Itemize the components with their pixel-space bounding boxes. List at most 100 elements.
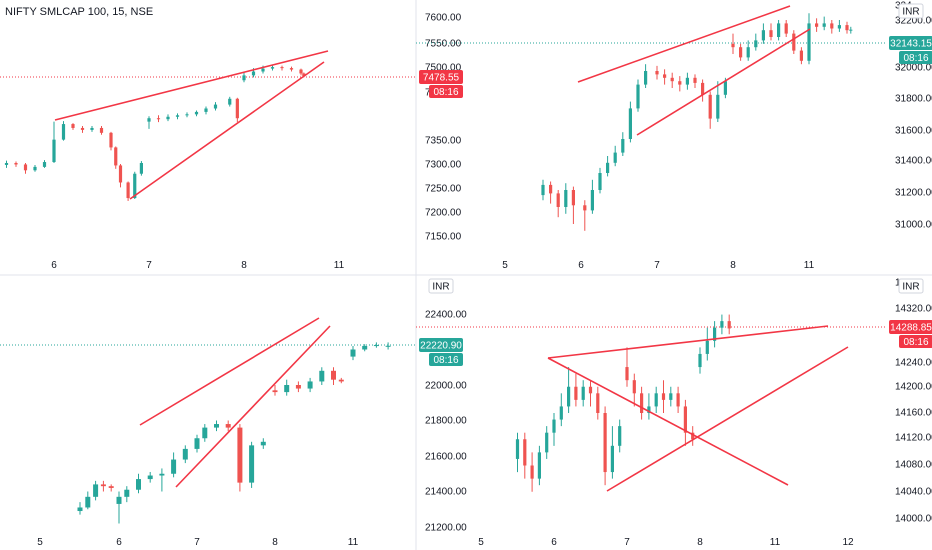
- candle: [52, 121, 56, 163]
- y-tick-label: 21600.00: [425, 452, 467, 463]
- candle: [109, 131, 113, 151]
- x-tick-label: 5: [37, 537, 43, 548]
- candle: [685, 72, 689, 90]
- x-tick-label: 8: [272, 537, 278, 548]
- candle: [42, 160, 47, 168]
- candle: [746, 40, 750, 61]
- candle: [80, 126, 85, 133]
- x-tick-label: 8: [730, 260, 736, 271]
- chart-panel-top-right[interactable]: 32200.00 32000.00 31800.00 31600.00 31400.00…: [416, 1, 932, 272]
- x-tick-label: 12: [842, 537, 854, 548]
- chart-panel-bottom-left[interactable]: 22400.00 22000.00 21800.00 21600.00 21400.00…: [0, 278, 467, 548]
- candle: [225, 420, 231, 432]
- candle: [299, 68, 303, 76]
- y-tick-label: 21200.00: [425, 523, 467, 534]
- y-tick-label: 14200.00: [895, 382, 932, 393]
- y-tick-label: 31200.00: [895, 188, 932, 199]
- candle: [769, 23, 773, 41]
- x-tick-label: 6: [116, 537, 122, 548]
- candle: [640, 386, 644, 420]
- candle: [606, 156, 610, 177]
- countdown-label: 08:16: [433, 355, 458, 366]
- trendline[interactable]: [129, 61, 325, 200]
- x-tick-label: 5: [502, 260, 508, 271]
- candle: [85, 491, 91, 510]
- trendline[interactable]: [606, 346, 849, 492]
- y-tick-label: 7600.00: [425, 13, 462, 24]
- x-tick-label: 6: [578, 260, 584, 271]
- last-price-badge: [889, 36, 932, 50]
- currency-label: INR: [432, 282, 449, 293]
- y-tick-label: 32000.00: [895, 63, 932, 74]
- y-tick-label: 7250.00: [425, 184, 462, 195]
- candle: [280, 65, 284, 71]
- y-tick-label: 14040.00: [895, 487, 932, 498]
- candle: [545, 426, 549, 459]
- currency-badge[interactable]: [428, 278, 454, 294]
- candle: [530, 452, 534, 492]
- chart-panel-nifty-smlcap[interactable]: 7600.00 7550.00 7500.00 7350.00 7300.00 7250.…: [0, 6, 463, 271]
- countdown-badge: [899, 51, 932, 64]
- candle: [625, 347, 629, 387]
- candle: [661, 380, 666, 413]
- candle: [603, 406, 607, 486]
- chart-panel-bottom-right[interactable]: 14320.00 14240.00 14200.00 14160.00 14120.00…: [416, 278, 932, 549]
- candle: [632, 373, 636, 407]
- candle: [698, 347, 702, 374]
- candle: [373, 342, 379, 348]
- trendline[interactable]: [547, 325, 829, 359]
- countdown-label: 08:16: [433, 87, 458, 98]
- trendline[interactable]: [54, 50, 329, 121]
- countdown-badge: [899, 335, 932, 348]
- candle: [156, 115, 161, 123]
- candle: [214, 420, 219, 432]
- candle: [362, 344, 368, 352]
- currency-badge[interactable]: [898, 3, 924, 19]
- candle: [295, 381, 301, 393]
- y-tick-label: 31400.00: [895, 156, 932, 167]
- trendline[interactable]: [577, 5, 791, 83]
- candle: [849, 26, 853, 34]
- trendline[interactable]: [175, 325, 331, 488]
- y-tick-label: 7550.00: [425, 39, 462, 50]
- trendline[interactable]: [139, 317, 320, 426]
- candle: [731, 33, 735, 54]
- candle: [147, 116, 151, 129]
- candle: [621, 132, 625, 156]
- y-tick-label: 32200.00: [895, 16, 932, 27]
- candle: [61, 121, 66, 141]
- candle: [792, 30, 796, 54]
- y-tick-label: 7150.00: [425, 232, 462, 243]
- y-tick-label: 7300.00: [425, 160, 462, 171]
- y-tick-label: 14160.00: [895, 408, 932, 419]
- candle: [71, 123, 75, 130]
- trendline[interactable]: [547, 357, 789, 486]
- candle: [845, 21, 849, 34]
- x-tick-label: 8: [697, 537, 703, 548]
- countdown-label: 08:16: [903, 337, 928, 348]
- candle: [242, 71, 246, 83]
- candle: [159, 468, 165, 492]
- y-tick-label: 21400.00: [425, 487, 467, 498]
- candle: [175, 113, 180, 120]
- y-tick-label: 31600.00: [895, 126, 932, 137]
- candle: [228, 96, 232, 107]
- candle: [613, 145, 617, 167]
- candle: [754, 33, 758, 51]
- candle: [628, 101, 632, 143]
- candle: [147, 471, 153, 483]
- currency-badge[interactable]: [898, 278, 924, 294]
- candle: [204, 106, 208, 115]
- y-tick-label: 31000.00: [895, 220, 932, 231]
- candle: [116, 491, 122, 524]
- candle: [289, 66, 294, 72]
- candle: [815, 18, 819, 32]
- candle: [194, 110, 199, 117]
- countdown-badge: [429, 353, 463, 366]
- candle: [331, 367, 336, 385]
- trendline[interactable]: [636, 28, 811, 136]
- x-tick-label: 5: [478, 537, 484, 548]
- last-price-badge: [419, 70, 463, 84]
- y-tick-label: 7350.00: [425, 136, 462, 147]
